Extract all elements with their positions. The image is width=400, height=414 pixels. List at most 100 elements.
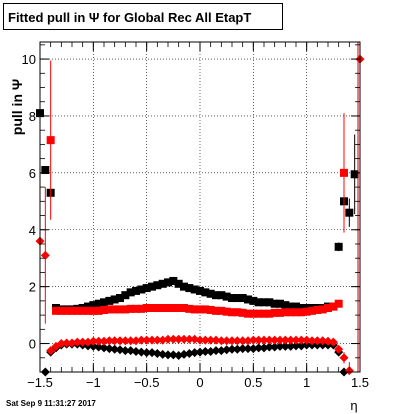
- data-point-square: [297, 303, 306, 312]
- data-point-square: [276, 299, 284, 308]
- data-point-diamond: [56, 339, 66, 349]
- data-point-square: [73, 306, 82, 315]
- data-point-diamond: [270, 335, 280, 345]
- data-point-diamond: [211, 335, 221, 345]
- data-point-square: [286, 308, 295, 317]
- data-point-diamond: [232, 344, 242, 354]
- data-point-square: [206, 289, 215, 298]
- data-point-diamond: [152, 335, 162, 345]
- data-point-square: [206, 305, 215, 314]
- data-point-diamond: [110, 344, 120, 354]
- data-point-square: [302, 307, 311, 316]
- data-point-square: [169, 303, 178, 312]
- data-point-square: [260, 309, 268, 318]
- data-point-square: [276, 308, 284, 317]
- data-point-square: [233, 294, 242, 303]
- data-point-diamond: [179, 334, 189, 344]
- data-point-square: [324, 303, 332, 312]
- data-point-square: [297, 308, 306, 317]
- data-point-square: [212, 306, 220, 315]
- data-point-diamond: [163, 350, 173, 360]
- data-point-diamond: [136, 335, 146, 345]
- x-tick-label: −1: [86, 375, 101, 390]
- data-point-square: [100, 305, 108, 314]
- data-point-diamond: [291, 335, 301, 345]
- data-point-square: [222, 307, 231, 316]
- data-point-diamond: [131, 347, 141, 357]
- data-point-diamond: [227, 336, 237, 346]
- data-point-square: [281, 308, 290, 317]
- data-point-diamond: [339, 353, 349, 363]
- data-point-square: [174, 303, 183, 312]
- data-point-diamond: [248, 335, 258, 345]
- data-point-diamond: [254, 343, 264, 353]
- data-point-diamond: [227, 344, 237, 354]
- data-point-diamond: [216, 336, 226, 346]
- data-point-square: [132, 286, 140, 295]
- data-point-diamond: [222, 345, 232, 355]
- data-point-diamond: [190, 348, 200, 358]
- data-point-square: [153, 303, 162, 312]
- data-point-diamond: [142, 348, 152, 358]
- data-point-diamond: [248, 344, 258, 354]
- data-point-square: [292, 308, 300, 317]
- data-point-diamond: [72, 337, 82, 347]
- data-point-square: [313, 305, 322, 314]
- data-point-diamond: [78, 337, 88, 347]
- data-point-diamond: [334, 344, 344, 354]
- data-point-diamond: [195, 347, 205, 357]
- data-point-square: [270, 308, 279, 317]
- data-point-square: [228, 308, 236, 317]
- data-point-square: [94, 306, 103, 315]
- data-point-square: [265, 309, 274, 318]
- footer-timestamp: Sat Sep 9 11:31:27 2017: [6, 399, 96, 408]
- data-point-square: [185, 304, 194, 313]
- data-point-square: [78, 306, 87, 315]
- data-point-square: [244, 295, 252, 304]
- x-tick-label: −0.5: [134, 375, 160, 390]
- data-point-square: [142, 303, 151, 312]
- data-point-square: [286, 302, 295, 311]
- data-point-diamond: [126, 336, 136, 346]
- data-point-diamond: [99, 336, 109, 346]
- data-point-square: [46, 136, 55, 145]
- data-point-diamond: [62, 338, 72, 348]
- data-point-square: [89, 306, 98, 315]
- data-point-square: [68, 306, 76, 315]
- data-point-diamond: [88, 336, 98, 346]
- data-point-diamond: [296, 335, 306, 345]
- data-point-square: [62, 306, 71, 315]
- data-point-diamond: [131, 336, 141, 346]
- data-point-square: [244, 309, 252, 318]
- data-point-diamond: [328, 337, 338, 347]
- data-point-diamond: [264, 335, 274, 345]
- data-point-diamond: [168, 350, 178, 360]
- data-point-square: [180, 303, 188, 312]
- data-point-square: [265, 298, 274, 307]
- data-point-diamond: [238, 336, 248, 346]
- data-point-diamond: [238, 344, 248, 354]
- data-point-square: [89, 301, 98, 310]
- data-point-square: [249, 309, 258, 318]
- y-tick-label: 8: [29, 109, 36, 124]
- data-point-square: [105, 296, 114, 305]
- data-point-square: [116, 305, 124, 314]
- data-point-diamond: [104, 336, 114, 346]
- data-point-square: [185, 284, 194, 293]
- data-point-square: [190, 305, 199, 314]
- axes: −1.5 −1 −0.5 0 0.5 1 1.5 0 2 4 6 8 10: [22, 42, 369, 390]
- data-point-diamond: [104, 344, 114, 354]
- data-point-diamond: [270, 342, 280, 352]
- data-point-diamond: [275, 335, 285, 345]
- data-point-diamond: [120, 336, 130, 346]
- y-tick-label: 2: [29, 280, 36, 295]
- data-point-diamond: [280, 341, 290, 351]
- data-point-diamond: [312, 336, 322, 346]
- data-point-diamond: [280, 335, 290, 345]
- data-point-diamond: [184, 334, 194, 344]
- y-tick-label: 0: [29, 337, 36, 352]
- data-point-square: [137, 304, 146, 313]
- data-point-diamond: [286, 335, 296, 345]
- data-point-diamond: [46, 346, 56, 356]
